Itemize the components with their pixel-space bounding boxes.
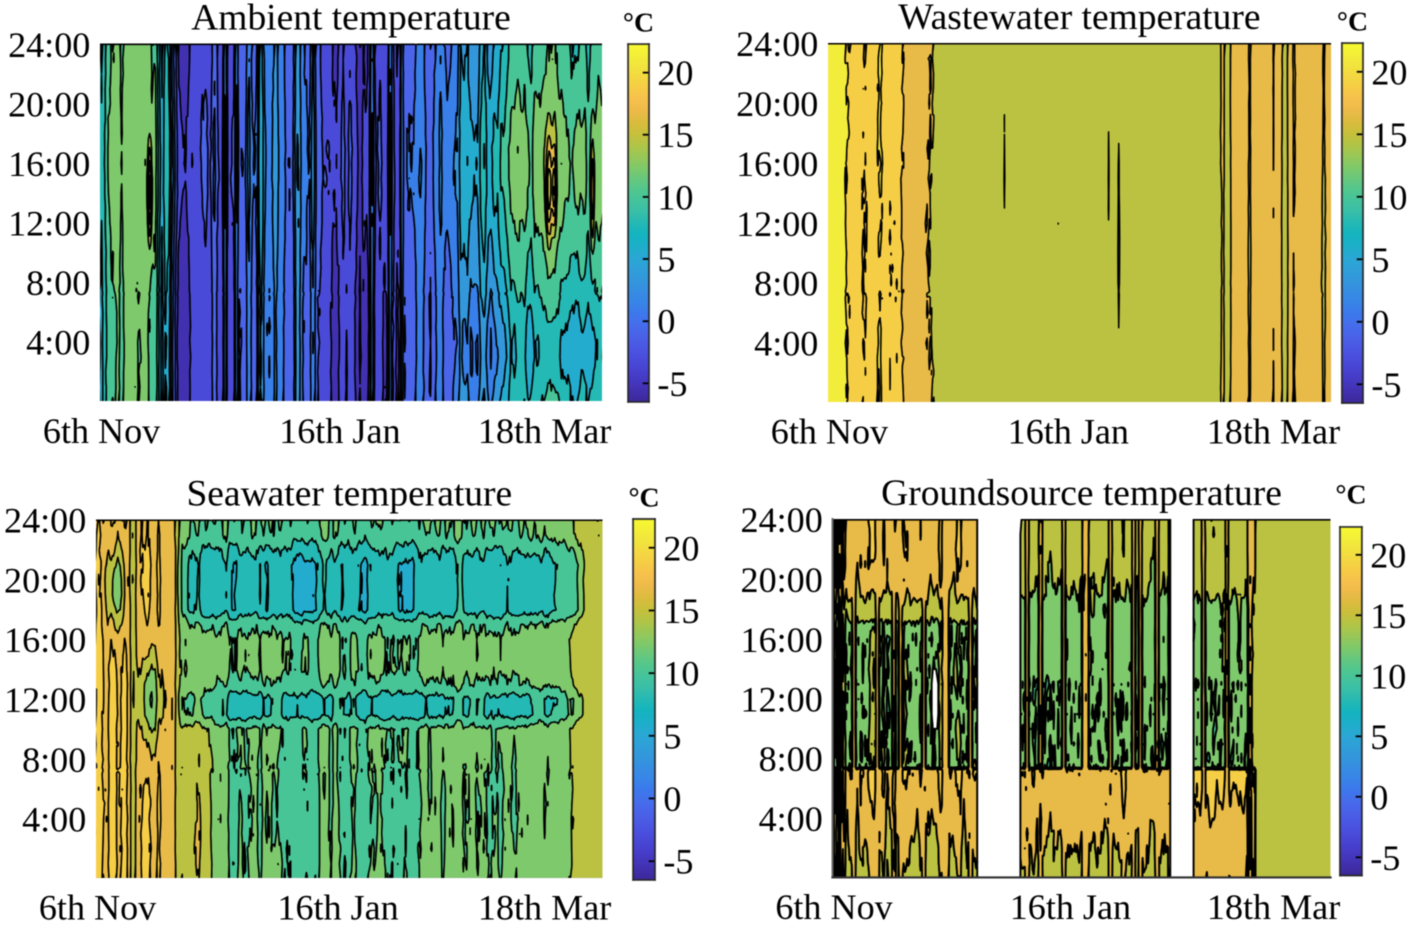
svg-text:16th Jan: 16th Jan <box>1010 887 1131 927</box>
svg-text:20:00: 20:00 <box>736 84 818 124</box>
svg-text:20:00: 20:00 <box>741 560 823 600</box>
svg-text:°C: °C <box>628 482 659 513</box>
svg-text:16:00: 16:00 <box>4 620 86 660</box>
svg-text:18th Mar: 18th Mar <box>478 411 611 451</box>
svg-text:24:00: 24:00 <box>8 25 90 65</box>
svg-text:16:00: 16:00 <box>741 620 823 660</box>
svg-text:12:00: 12:00 <box>741 679 823 719</box>
svg-text:18th Mar: 18th Mar <box>478 888 611 928</box>
svg-text:12:00: 12:00 <box>736 204 818 244</box>
svg-text:5: 5 <box>657 240 675 280</box>
svg-text:20: 20 <box>1370 535 1406 575</box>
svg-text:24:00: 24:00 <box>736 24 818 64</box>
svg-text:-5: -5 <box>1371 365 1401 405</box>
svg-text:16:00: 16:00 <box>736 144 818 184</box>
svg-text:°C: °C <box>623 8 654 39</box>
svg-text:20: 20 <box>663 528 699 568</box>
svg-text:24:00: 24:00 <box>741 500 823 540</box>
svg-text:0: 0 <box>1370 777 1388 817</box>
svg-text:20: 20 <box>657 53 693 93</box>
svg-text:5: 5 <box>1370 717 1388 757</box>
svg-text:8:00: 8:00 <box>26 263 90 303</box>
svg-text:-5: -5 <box>1370 838 1400 878</box>
svg-text:5: 5 <box>663 716 681 756</box>
svg-text:15: 15 <box>663 591 699 631</box>
svg-text:Seawater temperature: Seawater temperature <box>186 474 512 515</box>
svg-text:16th Jan: 16th Jan <box>279 411 400 451</box>
svg-text:0: 0 <box>663 779 681 819</box>
svg-text:6th Nov: 6th Nov <box>39 888 157 928</box>
svg-text:8:00: 8:00 <box>754 264 818 304</box>
svg-text:16:00: 16:00 <box>8 144 90 184</box>
svg-text:16th Jan: 16th Jan <box>1008 412 1129 452</box>
svg-text:°C: °C <box>1337 7 1368 38</box>
svg-text:18th Mar: 18th Mar <box>1207 412 1340 452</box>
svg-text:20: 20 <box>1371 52 1407 92</box>
svg-text:Wastewater temperature: Wastewater temperature <box>898 0 1260 38</box>
svg-text:18th Mar: 18th Mar <box>1207 887 1340 927</box>
svg-text:4:00: 4:00 <box>759 799 823 839</box>
svg-text:0: 0 <box>657 302 675 342</box>
svg-text:°C: °C <box>1335 479 1366 510</box>
svg-text:12:00: 12:00 <box>8 204 90 244</box>
svg-text:10: 10 <box>663 654 699 694</box>
svg-text:24:00: 24:00 <box>4 501 86 541</box>
svg-text:16th Jan: 16th Jan <box>277 888 398 928</box>
svg-text:-5: -5 <box>663 842 693 882</box>
svg-text:4:00: 4:00 <box>26 323 90 363</box>
svg-text:0: 0 <box>1371 302 1389 342</box>
svg-text:15: 15 <box>657 115 693 155</box>
svg-text:-5: -5 <box>657 364 687 404</box>
svg-text:4:00: 4:00 <box>22 799 86 839</box>
svg-text:8:00: 8:00 <box>22 740 86 780</box>
svg-text:20:00: 20:00 <box>4 560 86 600</box>
svg-text:20:00: 20:00 <box>8 84 90 124</box>
svg-text:Groundsource temperature: Groundsource temperature <box>881 473 1282 514</box>
svg-text:Ambient temperature: Ambient temperature <box>191 0 511 39</box>
svg-text:10: 10 <box>1371 177 1407 217</box>
svg-text:15: 15 <box>1370 596 1406 636</box>
svg-text:15: 15 <box>1371 115 1407 155</box>
svg-text:12:00: 12:00 <box>4 680 86 720</box>
svg-text:8:00: 8:00 <box>759 739 823 779</box>
svg-text:4:00: 4:00 <box>754 323 818 363</box>
svg-text:5: 5 <box>1371 240 1389 280</box>
svg-text:10: 10 <box>1370 656 1406 696</box>
svg-text:6th Nov: 6th Nov <box>43 411 161 451</box>
svg-text:6th Nov: 6th Nov <box>771 412 889 452</box>
svg-text:6th Nov: 6th Nov <box>775 887 893 927</box>
svg-text:10: 10 <box>657 177 693 217</box>
